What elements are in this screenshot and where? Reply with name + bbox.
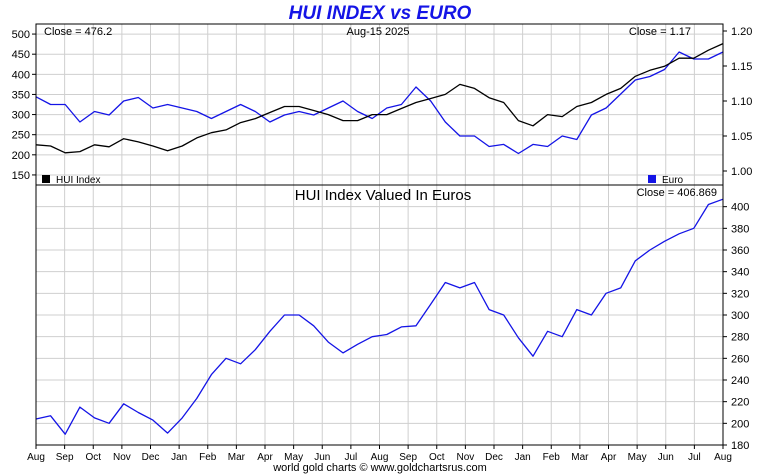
- x-tick-label: Dec: [142, 452, 160, 463]
- x-tick-label: Feb: [543, 452, 561, 463]
- right-y-tick-label: 380: [731, 223, 749, 235]
- x-tick-label: Nov: [456, 452, 474, 463]
- x-tick-label: Feb: [199, 452, 217, 463]
- right-y-tick-label: 180: [731, 440, 749, 452]
- x-tick-label: May: [628, 452, 647, 463]
- left-y-tick-label: 200: [12, 150, 30, 162]
- right-y-tick-label: 260: [731, 353, 749, 365]
- chart-title: HUI INDEX vs EURO: [288, 3, 472, 24]
- right-y-tick-label: 400: [731, 202, 749, 214]
- x-tick-label: Mar: [571, 452, 589, 463]
- x-tick-label: Oct: [429, 452, 445, 463]
- bottom-panel-frame: [35, 184, 724, 446]
- right-y-tick-label: 320: [731, 288, 749, 300]
- euro-series-line: [35, 51, 724, 155]
- x-tick-label: Jan: [171, 452, 187, 463]
- date-label: Aug-15 2025: [347, 26, 410, 38]
- x-tick-label: Jun: [314, 452, 330, 463]
- hui-in-euros-series-line: [35, 198, 724, 435]
- legend-label-euro: Euro: [662, 175, 684, 186]
- x-tick-label: Apr: [257, 452, 273, 463]
- x-tick-label: Dec: [485, 452, 503, 463]
- right-y-tick-label: 340: [731, 267, 749, 279]
- right-y-tick-label: 360: [731, 245, 749, 257]
- right-y-tick-label: 1.00: [731, 166, 752, 178]
- chart-footer: world gold charts © www.goldchartsrus.co…: [273, 462, 487, 474]
- right-y-tick-label: 300: [731, 310, 749, 322]
- left-y-tick-label: 500: [12, 29, 30, 41]
- x-tick-label: Sep: [56, 452, 74, 463]
- legend-swatch-euro: [648, 175, 656, 183]
- right-y-tick-label: 240: [731, 375, 749, 387]
- legend-swatch-hui: [42, 175, 50, 183]
- hui-series-line: [35, 43, 724, 154]
- x-tick-label: Jul: [688, 452, 701, 463]
- left-y-tick-label: 450: [12, 49, 30, 61]
- x-tick-label: Nov: [113, 452, 131, 463]
- x-tick-label: Jul: [344, 452, 357, 463]
- x-tick-label: Oct: [85, 452, 101, 463]
- right-y-tick-label: 1.05: [731, 131, 752, 143]
- euro-close-label: Close = 1.17: [629, 26, 691, 38]
- panel-title: HUI Index Valued In Euros: [295, 187, 471, 204]
- right-y-tick-label: 200: [731, 418, 749, 430]
- hui-euro-close-label: Close = 406.869: [637, 187, 717, 199]
- x-tick-label: Aug: [27, 452, 45, 463]
- x-tick-label: Jun: [658, 452, 674, 463]
- x-tick-label: Mar: [228, 452, 246, 463]
- right-y-tick-label: 1.15: [731, 61, 752, 73]
- hui-close-label: Close = 476.2: [44, 26, 112, 38]
- left-y-tick-label: 150: [12, 170, 30, 182]
- x-tick-label: Apr: [601, 452, 617, 463]
- x-tick-label: Jan: [515, 452, 531, 463]
- right-y-tick-label: 1.20: [731, 26, 752, 38]
- x-tick-label: Aug: [371, 452, 389, 463]
- x-tick-label: Aug: [714, 452, 732, 463]
- left-y-tick-label: 400: [12, 69, 30, 81]
- left-y-tick-label: 350: [12, 89, 30, 101]
- left-y-tick-label: 250: [12, 130, 30, 142]
- legend-label-hui: HUI Index: [56, 175, 100, 186]
- right-y-tick-label: 220: [731, 397, 749, 409]
- right-y-tick-label: 1.10: [731, 96, 752, 108]
- x-tick-label: Sep: [399, 452, 417, 463]
- right-y-tick-label: 280: [731, 332, 749, 344]
- x-tick-label: May: [284, 452, 303, 463]
- left-y-tick-label: 300: [12, 110, 30, 122]
